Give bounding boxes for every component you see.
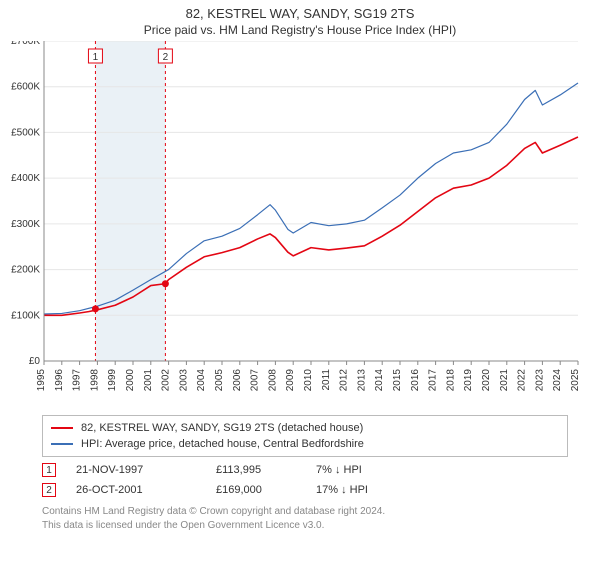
svg-text:£700K: £700K [11,41,40,47]
svg-text:2015: 2015 [392,369,403,392]
legend-swatch [51,427,73,429]
sale-diff: 17% ↓ HPI [316,484,416,496]
svg-text:2023: 2023 [534,369,545,392]
page: 82, KESTREL WAY, SANDY, SG19 2TS Price p… [0,6,600,566]
svg-text:£600K: £600K [11,82,40,93]
svg-text:2018: 2018 [445,369,456,392]
legend-label: 82, KESTREL WAY, SANDY, SG19 2TS (detach… [81,422,363,434]
svg-text:2011: 2011 [321,369,332,391]
svg-text:1999: 1999 [107,369,118,392]
svg-text:2009: 2009 [285,369,296,392]
footer-line: Contains HM Land Registry data © Crown c… [42,505,568,519]
svg-text:2020: 2020 [481,369,492,392]
svg-text:2019: 2019 [463,369,474,392]
svg-text:£500K: £500K [11,127,40,138]
sale-date: 26-OCT-2001 [76,484,216,496]
svg-text:2024: 2024 [552,369,563,392]
chart-area: £0 £100K £200K £300K £400K £500K £600K £700K 199… [0,41,600,411]
svg-text:1: 1 [93,52,99,63]
svg-text:2017: 2017 [428,369,439,392]
sale-date: 21-NOV-1997 [76,464,216,476]
svg-text:2014: 2014 [374,369,385,392]
page-title: 82, KESTREL WAY, SANDY, SG19 2TS [0,6,600,21]
legend-swatch [51,443,73,445]
svg-text:2022: 2022 [517,369,528,392]
svg-text:2003: 2003 [178,369,189,392]
sale-row: 2 26-OCT-2001 £169,000 17% ↓ HPI [42,483,568,497]
svg-text:2008: 2008 [267,369,278,392]
legend-item: 82, KESTREL WAY, SANDY, SG19 2TS (detach… [51,420,559,436]
svg-text:1995: 1995 [36,369,47,392]
svg-text:1996: 1996 [54,369,65,392]
sale-row: 1 21-NOV-1997 £113,995 7% ↓ HPI [42,463,568,477]
svg-text:2006: 2006 [232,369,243,392]
svg-text:£0: £0 [29,356,41,367]
sale-badge: 2 [42,483,56,497]
svg-text:1998: 1998 [89,369,100,392]
svg-text:2000: 2000 [125,369,136,392]
svg-text:£400K: £400K [11,173,40,184]
svg-text:£300K: £300K [11,219,40,230]
svg-text:2010: 2010 [303,369,314,392]
svg-text:2012: 2012 [339,369,350,392]
svg-text:2025: 2025 [570,369,581,392]
svg-text:2021: 2021 [499,369,510,392]
footer-attribution: Contains HM Land Registry data © Crown c… [42,505,568,532]
legend-item: HPI: Average price, detached house, Cent… [51,436,559,452]
line-chart: £0 £100K £200K £300K £400K £500K £600K £700K 199… [0,41,600,411]
svg-text:2002: 2002 [161,369,172,392]
sale-diff: 7% ↓ HPI [316,464,416,476]
svg-text:£100K: £100K [11,310,40,321]
sale-badge: 1 [42,463,56,477]
footer-line: This data is licensed under the Open Gov… [42,519,568,533]
svg-text:2013: 2013 [356,369,367,392]
page-subtitle: Price paid vs. HM Land Registry's House … [0,23,600,37]
svg-text:2016: 2016 [410,369,421,392]
svg-text:2004: 2004 [196,369,207,392]
sale-price: £113,995 [216,464,316,476]
sale-price: £169,000 [216,484,316,496]
legend-label: HPI: Average price, detached house, Cent… [81,438,364,450]
legend: 82, KESTREL WAY, SANDY, SG19 2TS (detach… [42,415,568,457]
svg-text:2005: 2005 [214,369,225,392]
svg-text:2: 2 [163,52,169,63]
svg-text:£200K: £200K [11,265,40,276]
svg-text:2001: 2001 [143,369,154,392]
svg-text:2007: 2007 [250,369,261,392]
svg-text:1997: 1997 [72,369,83,392]
